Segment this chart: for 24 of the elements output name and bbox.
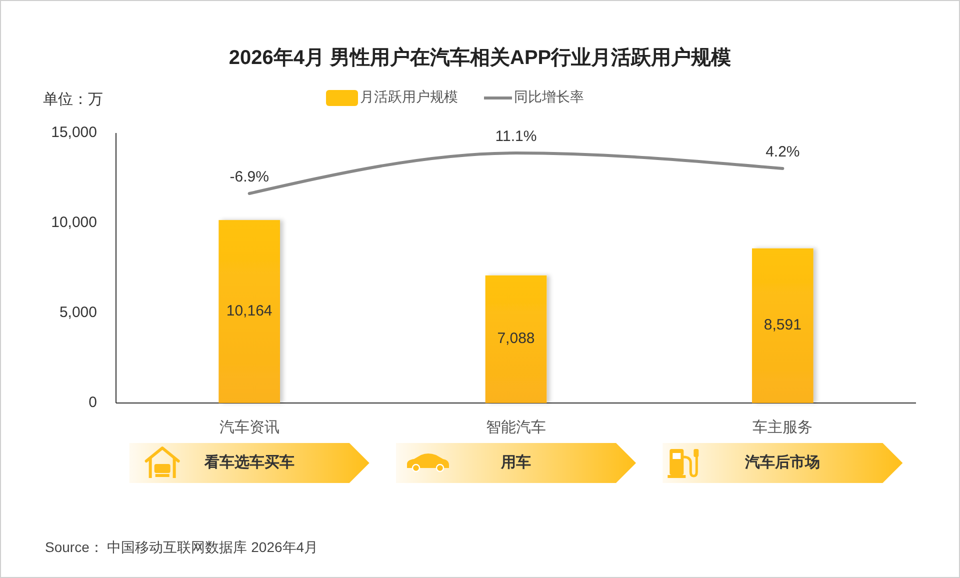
data-label: 11.1% xyxy=(495,128,537,146)
x-tick-label: 智能汽车 xyxy=(486,418,546,436)
y-tick-label: 0 xyxy=(88,394,97,411)
chart-title: 2026年4月 男性用户在汽车相关APP行业月活跃用户规模 xyxy=(228,46,732,69)
data-label: -6.9% xyxy=(230,168,269,186)
data-label: 4.2% xyxy=(766,144,800,161)
y-tick-label: 10,000 xyxy=(51,214,97,231)
y-tick-label: 15,000 xyxy=(51,124,97,141)
x-tick-label: 车主服务 xyxy=(752,418,813,436)
bar xyxy=(218,220,280,403)
bar xyxy=(485,275,547,403)
legend-label: 月活跃用户规模 xyxy=(360,88,458,105)
x-tick-label: 汽车资讯 xyxy=(219,418,280,436)
bar xyxy=(752,248,814,403)
text: 看车选车买车 xyxy=(203,452,294,471)
legend-label: 同比增长率 xyxy=(514,88,584,105)
text: 用车 xyxy=(500,452,531,471)
source-note: Source： 中国移动互联网数据库 2026年4月 xyxy=(45,539,318,555)
data-label: 8,591 xyxy=(764,316,802,334)
y-axis-title: 单位：万 xyxy=(43,91,103,108)
data-label: 10,164 xyxy=(226,302,272,320)
y-tick-label: 5,000 xyxy=(59,304,97,321)
text: 汽车后市场 xyxy=(744,452,820,471)
data-label: 7,088 xyxy=(497,330,535,348)
